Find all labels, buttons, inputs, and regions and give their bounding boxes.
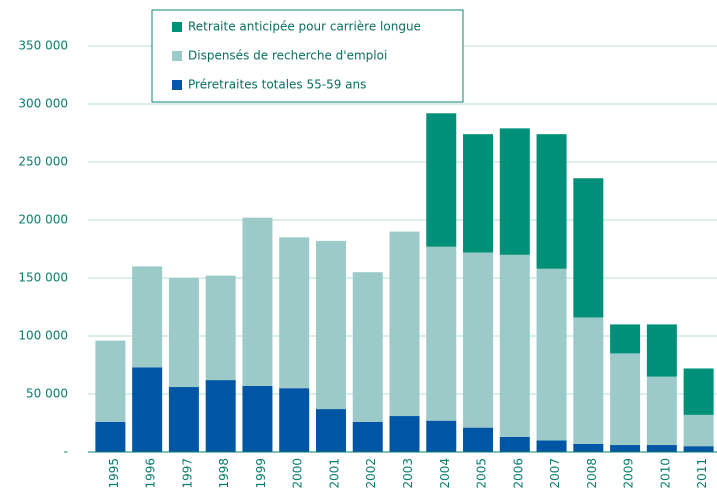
x-tick-label: 2005 (475, 458, 489, 489)
bar-segment (389, 416, 420, 452)
legend-box (151, 9, 464, 103)
bar-segment (683, 368, 714, 415)
bar-segment (426, 420, 457, 452)
bar-segment (315, 240, 346, 410)
y-tick-label: 50 000 (26, 387, 68, 401)
bar-segment (646, 376, 677, 446)
bar-segment (95, 421, 126, 452)
x-tick-label: 1997 (180, 458, 194, 489)
bar-segment (463, 252, 494, 428)
y-tick-label: 200 000 (18, 213, 68, 227)
bar-segment (279, 388, 310, 452)
bar-segment (683, 414, 714, 447)
y-tick-label: - (64, 445, 68, 459)
x-tick-label: 2009 (622, 458, 636, 489)
bar-segment (463, 427, 494, 452)
bar-segment (315, 409, 346, 452)
x-tick-label: 2011 (695, 458, 709, 489)
legend-swatch (172, 51, 182, 61)
bar-segment (573, 178, 604, 318)
bar-segment (536, 268, 567, 441)
x-tick-label: 2004 (438, 458, 452, 489)
x-tick-label: 2010 (658, 458, 672, 489)
bar-segment (610, 324, 641, 354)
bar-segment (132, 367, 163, 452)
x-tick-label: 1999 (254, 458, 268, 489)
bar-segment (279, 237, 310, 389)
bar-segment (205, 380, 236, 452)
bar-segment (610, 445, 641, 452)
x-tick-label: 2007 (548, 458, 562, 489)
x-tick-label: 2000 (291, 458, 305, 489)
bar-segment (463, 134, 494, 253)
y-tick-label: 150 000 (18, 271, 68, 285)
bar-segment (205, 275, 236, 381)
bar-segment (610, 353, 641, 446)
bar-segment (352, 421, 383, 452)
bar-segment (573, 443, 604, 452)
bar-segment (168, 278, 199, 388)
x-tick-label: 2003 (401, 458, 415, 489)
legend-label: Préretraites totales 55-59 ans (188, 78, 366, 92)
bar-segment (573, 317, 604, 444)
x-tick-label: 1996 (144, 458, 158, 489)
bar-segment (683, 446, 714, 452)
bar-segment (426, 113, 457, 247)
bar-segment (499, 254, 530, 437)
bar-segment (389, 231, 420, 417)
bar-segment (426, 246, 457, 421)
legend-label: Retraite anticipée pour carrière longue (188, 20, 421, 34)
bar-segment (646, 324, 677, 377)
bar-segment (536, 440, 567, 452)
legend-label: Dispensés de recherche d'emploi (188, 49, 387, 63)
bar-segment (499, 128, 530, 255)
y-tick-label: 350 000 (18, 39, 68, 53)
x-tick-label: 2008 (585, 458, 599, 489)
x-tick-label: 1998 (217, 458, 231, 489)
y-tick-label: 300 000 (18, 97, 68, 111)
bar-segment (242, 385, 273, 452)
x-tick-label: 2001 (327, 458, 341, 489)
y-tick-label: 100 000 (18, 329, 68, 343)
bar-segment (132, 266, 163, 368)
legend-swatch (172, 22, 182, 32)
legend-swatch (172, 80, 182, 90)
y-tick-label: 250 000 (18, 155, 68, 169)
bar-segment (242, 217, 273, 386)
x-tick-label: 2002 (364, 458, 378, 489)
bar-segment (168, 387, 199, 452)
bar-segment (536, 134, 567, 269)
bar-segment (352, 272, 383, 422)
x-tick-label: 1995 (107, 458, 121, 489)
bar-segment (499, 436, 530, 452)
x-tick-label: 2006 (511, 458, 525, 489)
bar-segment (646, 445, 677, 452)
bar-segment (95, 340, 126, 422)
